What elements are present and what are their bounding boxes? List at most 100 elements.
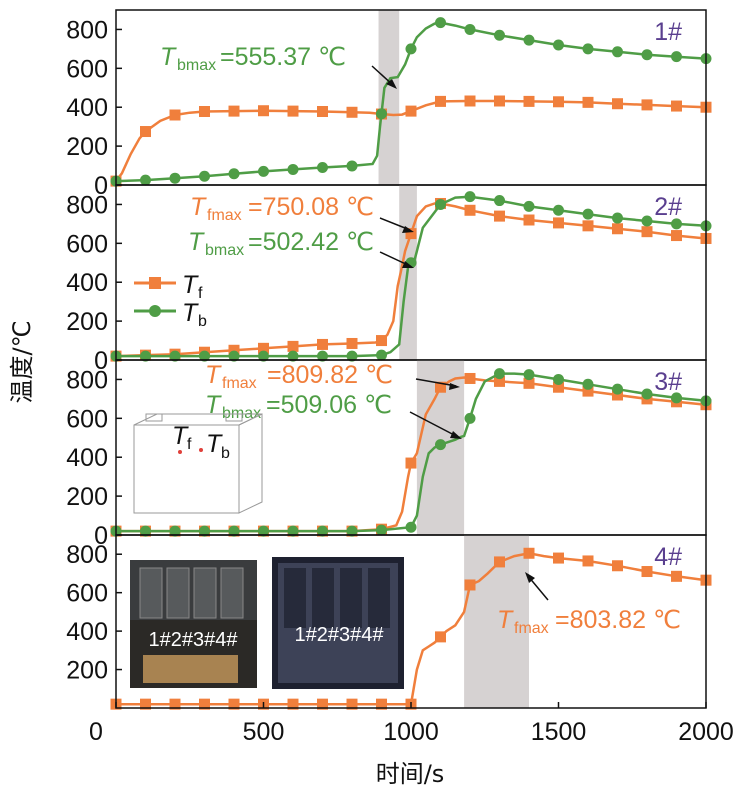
point-tb <box>671 392 682 404</box>
ann2-tb-sub: bmax <box>205 242 244 259</box>
inset-tb-base: T <box>206 430 223 458</box>
point-tb <box>582 208 594 220</box>
point-tb <box>612 212 623 224</box>
point-tb <box>582 378 594 390</box>
point-tf <box>494 210 505 222</box>
point-tf <box>376 698 387 710</box>
point-tf <box>317 698 328 710</box>
y-tick-label: 800 <box>66 191 108 219</box>
point-tf <box>464 95 476 107</box>
point-tb <box>258 165 269 177</box>
y-tick-label: 800 <box>66 366 108 394</box>
y-tick-label: 400 <box>66 269 108 297</box>
point-tb <box>435 198 446 210</box>
point-tf <box>612 560 623 572</box>
point-tf <box>582 220 594 232</box>
point-tb <box>376 524 387 536</box>
ann2-tf-base: T <box>190 193 207 221</box>
point-tb <box>494 29 505 41</box>
point-tf <box>228 105 240 117</box>
y-tick-label: 200 <box>66 483 108 511</box>
point-tf <box>494 95 505 107</box>
point-tb <box>258 350 269 362</box>
point-tb <box>140 174 151 186</box>
ann1-tb-value: =555.37 ℃ <box>220 43 346 71</box>
point-tb <box>287 525 299 537</box>
point-tf <box>523 547 535 559</box>
cell-terminal-left <box>145 413 163 422</box>
photo-before-caption: 1#2#3#4# <box>149 629 239 651</box>
point-tb <box>435 17 446 29</box>
x-axis-label: 时间/s <box>376 760 445 788</box>
cell-slot-4 <box>220 567 244 619</box>
point-tb <box>169 172 181 184</box>
ann3-tb-value: =509.06 ℃ <box>266 391 392 419</box>
panel-label: 2# <box>654 193 682 221</box>
point-tb <box>258 525 269 537</box>
ann3-tf-arrow <box>415 378 457 387</box>
panel-3: 0 200 400 600 800 3# <box>66 359 712 550</box>
point-tf <box>553 552 564 564</box>
y-tick-label: 800 <box>66 16 108 44</box>
shade-region <box>378 10 400 185</box>
ann2-tf-value: =750.08 ℃ <box>248 193 374 221</box>
y-tick-label: 200 <box>66 133 108 161</box>
cell-slot-3 <box>193 567 217 619</box>
point-tf <box>228 344 240 356</box>
point-tb <box>582 43 594 55</box>
photo-before: 1#2#3#4# <box>130 560 257 688</box>
point-tb <box>464 23 476 35</box>
point-tf <box>199 698 210 710</box>
point-tb <box>317 350 328 362</box>
point-tf <box>671 100 682 112</box>
point-tf <box>317 338 328 350</box>
point-tf <box>258 105 269 117</box>
point-tb <box>346 350 358 362</box>
y-tick-label: 400 <box>66 618 108 646</box>
inset-tf-base: T <box>172 422 189 450</box>
point-tb <box>523 200 535 212</box>
ann3-tb-arrow <box>409 411 459 438</box>
point-tb <box>287 350 299 362</box>
point-tf <box>287 340 299 352</box>
cell-slot-2 <box>166 567 190 619</box>
point-tb <box>376 108 387 120</box>
point-tb <box>494 195 505 207</box>
point-tb <box>523 34 535 46</box>
point-tb <box>435 439 446 451</box>
ann3-tf-sub: fmax <box>222 375 257 392</box>
point-tf <box>346 698 358 710</box>
point-tf <box>140 126 151 138</box>
point-tb <box>287 163 299 175</box>
point-tf <box>405 228 417 240</box>
point-tf <box>169 698 181 710</box>
point-tf <box>435 381 446 393</box>
cell-side-face <box>238 413 263 514</box>
y-axis-label: 温度/℃ <box>8 320 36 403</box>
ann4-arrowhead <box>525 572 535 583</box>
point-tf <box>641 566 653 578</box>
legend-tb-marker <box>149 305 161 317</box>
ann4-tf-base: T <box>497 606 514 634</box>
point-tf <box>612 223 623 235</box>
photo-after-caption: 1#2#3#4# <box>295 624 385 646</box>
x-tick-label: 2000 <box>678 718 734 746</box>
point-tb <box>523 369 535 381</box>
point-tb <box>169 525 181 537</box>
x-tick-label: 1000 <box>383 718 439 746</box>
point-tf <box>346 106 358 118</box>
panel-label: 1# <box>654 18 682 46</box>
point-tf <box>169 109 181 121</box>
ann2-tb-arrowhead <box>402 261 414 268</box>
cell-terminal-right <box>225 413 243 422</box>
photo-before-base <box>143 655 238 683</box>
ann4-tf-sub: fmax <box>514 620 549 637</box>
burnt-slot-1 <box>284 568 306 628</box>
point-tf <box>641 99 653 111</box>
point-tf <box>346 337 358 349</box>
ann1-arrowhead <box>386 79 397 89</box>
legend-tf-marker <box>149 277 161 289</box>
point-tb <box>346 160 358 172</box>
panel-label: 4# <box>654 543 682 571</box>
y-tick-label: 400 <box>66 94 108 122</box>
